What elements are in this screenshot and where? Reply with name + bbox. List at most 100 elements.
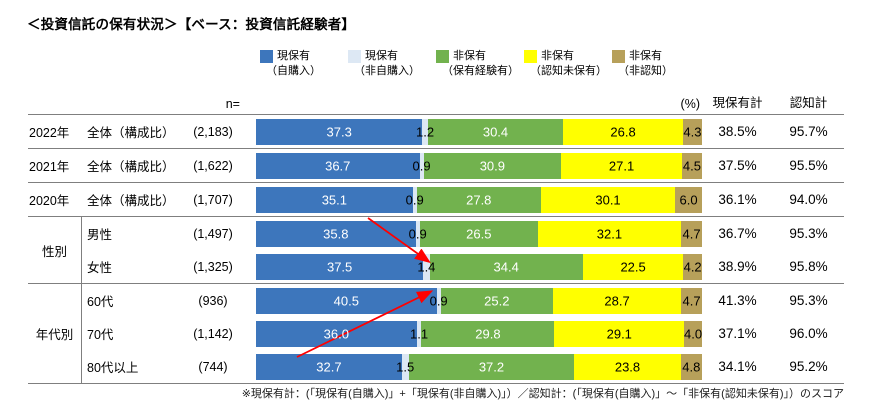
legend-item: 非保有 （保有経験有）: [436, 49, 524, 80]
legend-entry: 現保有: [260, 49, 348, 64]
bar-segment: 25.2: [440, 287, 554, 314]
sample-size: (1,707): [193, 192, 233, 207]
page-title: ＜投資信託の保有状況＞【ベース：投資信託経験者】: [27, 17, 356, 32]
bar-segment: 29.8: [421, 320, 555, 347]
legend-sublabel: （保有経験有）: [442, 65, 519, 78]
current-holding-total: 38.5%: [718, 124, 757, 139]
bar-segment: 27.8: [416, 186, 541, 213]
row-group-rows: 全体（構成比） (1,622) 36.7 0.9 30.9 27.1 4.5 37.5% 95.…: [82, 149, 844, 182]
legend-label: 現保有: [365, 50, 398, 62]
sample-size: (1,325): [193, 259, 233, 274]
bar-cell: 40.5 0.9 25.2 28.7 4.7: [256, 287, 702, 314]
legend-item: 現保有 （自購入）: [260, 49, 348, 80]
segment-value: 4.2: [683, 259, 702, 274]
header-awareness-total: 認知計: [789, 96, 828, 110]
row-group-rows: 60代 (936) 40.5 0.9 25.2 28.7 4.7 41.3% 95.3% 70代 (…: [82, 284, 844, 383]
awareness-total: 95.3%: [789, 293, 828, 308]
current-holding-total: 37.5%: [718, 158, 757, 173]
bar-segment: 0.9: [412, 152, 431, 179]
segment-value: 0.9: [429, 293, 448, 308]
holdings-table: n= (%) 現保有計 認知計 2022年 全体（構成比） (2,183) 37.3 1…: [28, 92, 844, 384]
bar-segment: 22.5: [582, 253, 684, 280]
bar-segment: 0.9: [430, 287, 448, 314]
bar-cell: 32.7 1.5 37.2 23.8 4.8: [256, 353, 702, 380]
current-holding-total: 34.1%: [718, 359, 757, 374]
bar-segment: 27.1: [561, 152, 682, 179]
segment-value: 4.7: [682, 226, 701, 241]
row-label: 70代: [87, 328, 114, 342]
header-current-holding-total: 現保有計: [712, 96, 763, 110]
stacked-bar: 37.5 1.4 34.4 22.5 4.2: [256, 253, 702, 280]
row-group: 2020年 全体（構成比） (1,707) 35.1 0.9 27.8 30.1 6.0 36.…: [28, 182, 844, 216]
table-row: 全体（構成比） (1,707) 35.1 0.9 27.8 30.1 6.0 36.1% 94.…: [82, 183, 844, 216]
stacked-bar: 32.7 1.5 37.2 23.8 4.8: [256, 353, 702, 380]
bar-segment: 0.9: [406, 186, 424, 213]
row-label: 女性: [87, 261, 113, 275]
segment-value: 0.9: [405, 192, 424, 207]
bar-cell: 37.3 1.2 30.4 26.8 4.3: [256, 118, 702, 145]
awareness-total: 95.2%: [789, 359, 828, 374]
legend-label: 非保有: [453, 50, 486, 62]
bar-segment: 32.1: [537, 220, 682, 247]
segment-value: 35.1: [321, 192, 347, 207]
row-group-rows: 全体（構成比） (1,707) 35.1 0.9 27.8 30.1 6.0 36.1% 94.…: [82, 183, 844, 216]
legend-swatch: [612, 50, 625, 64]
segment-value: 27.8: [466, 192, 492, 207]
awareness-total: 95.5%: [789, 158, 828, 173]
current-holding-total: 38.9%: [718, 259, 757, 274]
bar-segment: 35.8: [256, 220, 416, 247]
legend-sublabel: （非認知）: [618, 65, 673, 78]
bar-segment: 30.1: [540, 186, 676, 213]
stacked-bar: 36.7 0.9 30.9 27.1 4.5: [256, 152, 702, 179]
segment-value: 27.1: [608, 158, 635, 173]
bar-segment: 4.7: [681, 220, 703, 247]
row-label: 全体（構成比）: [87, 194, 175, 208]
bar-segment: 23.8: [574, 353, 681, 380]
segment-value: 4.7: [682, 293, 701, 308]
awareness-total: 95.8%: [789, 259, 828, 274]
bar-segment: 26.8: [563, 118, 683, 145]
legend-label: 非保有: [541, 50, 574, 62]
row-label: 全体（構成比）: [87, 160, 175, 174]
bar-segment: 1.5: [396, 353, 414, 380]
row-group: 年代別 60代 (936) 40.5 0.9 25.2 28.7 4.7 41.3% 95.3% 7…: [28, 283, 844, 384]
bar-segment: 6.0: [675, 186, 702, 213]
segment-value: 37.2: [478, 359, 505, 374]
sample-size: (936): [198, 293, 228, 308]
row-label: 全体（構成比）: [87, 126, 175, 140]
row-label: 60代: [87, 295, 114, 309]
segment-value: 28.7: [604, 293, 630, 308]
segment-value: 30.9: [479, 158, 506, 173]
segment-value: 29.8: [475, 326, 501, 341]
sample-size: (744): [198, 359, 228, 374]
stacked-bar: 37.3 1.2 30.4 26.8 4.3: [256, 118, 702, 145]
awareness-total: 95.7%: [789, 124, 828, 139]
row-label: 男性: [87, 228, 113, 242]
legend-item: 現保有 （非自購入）: [348, 49, 436, 80]
stacked-bar: 36.0 1.1 29.8 29.1 4.0: [256, 320, 703, 347]
row-group-label: 2022年: [29, 126, 70, 140]
row-group: 性別 男性 (1,497) 35.8 0.9 26.5 32.1 4.7 36.7% 95.3% 女…: [28, 216, 844, 283]
bar-cell: 36.0 1.1 29.8 29.1 4.0: [256, 320, 703, 347]
segment-value: 37.3: [326, 124, 352, 139]
legend-entry: 非保有: [612, 49, 700, 64]
segment-value: 4.0: [684, 326, 703, 341]
segment-value: 40.5: [333, 293, 359, 308]
table-header: n= (%) 現保有計 認知計: [28, 92, 844, 114]
bar-segment: 4.8: [680, 353, 702, 380]
segment-value: 32.1: [596, 226, 623, 241]
bar-segment: 4.3: [682, 118, 702, 145]
legend-swatch: [260, 50, 273, 64]
sample-size: (1,622): [193, 158, 233, 173]
stacked-bar: 40.5 0.9 25.2 28.7 4.7: [256, 287, 702, 314]
legend-item: 非保有 （非認知）: [612, 49, 700, 80]
legend-entry: 現保有: [348, 49, 436, 64]
segment-value: 36.0: [323, 326, 349, 341]
bar-segment: 1.2: [416, 118, 434, 145]
legend-sublabel: （非自購入）: [354, 65, 420, 78]
bar-segment: 40.5: [256, 287, 437, 314]
awareness-total: 94.0%: [789, 192, 828, 207]
segment-value: 1.1: [409, 326, 429, 341]
sample-size: (1,497): [193, 226, 233, 241]
